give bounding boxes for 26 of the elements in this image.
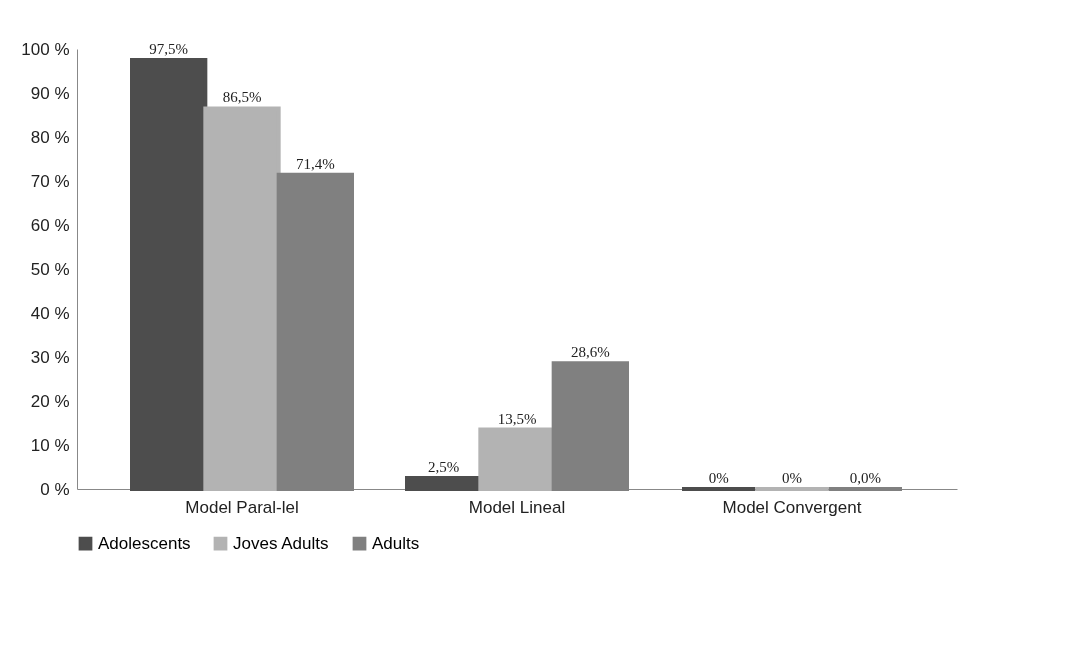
y-tick-label: 100 % bbox=[21, 39, 70, 59]
legend-label: Joves Adults bbox=[233, 533, 329, 553]
data-label: 86,5% bbox=[222, 89, 262, 106]
y-tick-label: 10 % bbox=[30, 435, 70, 455]
data-label: 28,6% bbox=[570, 344, 610, 361]
y-tick-label: 80 % bbox=[30, 127, 70, 147]
legend-label: Adults bbox=[372, 533, 420, 553]
legend-label: Adolescents bbox=[98, 533, 191, 553]
y-tick-label: 30 % bbox=[30, 347, 70, 367]
data-label: 0% bbox=[708, 470, 729, 486]
data-label: 71,4% bbox=[295, 155, 335, 172]
y-tick-label: 70 % bbox=[30, 171, 70, 191]
y-tick-label: 40 % bbox=[30, 303, 70, 323]
x-tick-label: Model Convergent bbox=[722, 497, 862, 517]
data-label: 2,5% bbox=[428, 459, 460, 475]
y-tick-label: 90 % bbox=[30, 83, 70, 103]
y-tick-label: 20 % bbox=[30, 391, 70, 411]
y-tick-label: 50 % bbox=[30, 259, 70, 279]
x-tick-label: Model Lineal bbox=[468, 497, 566, 517]
x-tick-label: Model Paral-lel bbox=[185, 497, 299, 517]
y-tick-label: 60 % bbox=[30, 215, 70, 235]
data-label: 0% bbox=[782, 470, 802, 486]
data-label: 13,5% bbox=[497, 410, 537, 427]
data-label: 97,5% bbox=[149, 41, 189, 57]
data-label: 0,0% bbox=[849, 470, 881, 486]
y-tick-label: 0 % bbox=[40, 479, 70, 499]
